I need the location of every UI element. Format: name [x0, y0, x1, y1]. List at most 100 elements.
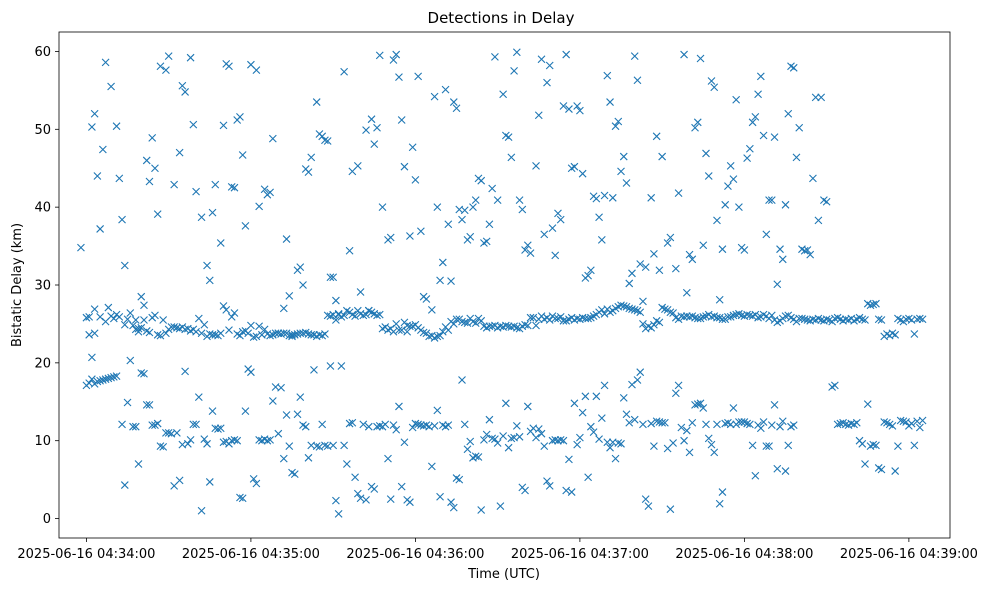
data-point	[340, 441, 349, 450]
data-point	[674, 189, 683, 198]
data-point	[586, 266, 595, 275]
data-point	[449, 98, 458, 106]
data-point	[373, 422, 381, 431]
data-point	[225, 62, 233, 71]
data-point	[650, 249, 658, 258]
data-point	[304, 168, 313, 177]
data-point	[545, 61, 554, 70]
data-point	[474, 453, 483, 461]
data-point	[378, 203, 387, 212]
data-point	[907, 419, 916, 428]
data-point	[395, 73, 403, 82]
data-point	[120, 261, 129, 270]
data-point	[211, 330, 220, 339]
data-point	[548, 436, 557, 445]
data-point	[614, 117, 623, 126]
data-point	[581, 392, 590, 401]
data-point	[748, 118, 757, 127]
data-point	[460, 318, 469, 327]
data-point	[353, 489, 362, 498]
data-point	[704, 434, 713, 443]
data-point	[504, 322, 513, 331]
data-point	[370, 485, 379, 493]
data-point	[874, 315, 883, 324]
data-point	[655, 318, 664, 327]
data-point	[573, 102, 582, 110]
data-point	[345, 246, 354, 255]
data-point	[186, 53, 195, 62]
data-point	[611, 122, 620, 131]
data-point	[120, 481, 129, 489]
data-point	[277, 383, 285, 392]
data-point	[148, 421, 157, 430]
data-point	[696, 54, 705, 63]
data-point	[915, 423, 924, 432]
data-point	[597, 235, 606, 244]
data-point	[718, 245, 727, 254]
data-point	[751, 112, 760, 121]
data-point	[767, 421, 776, 430]
data-point	[545, 481, 554, 490]
data-point	[159, 443, 168, 451]
data-point	[384, 454, 392, 463]
data-point	[521, 246, 529, 254]
y-tick-label: 40	[34, 201, 51, 216]
data-point	[803, 246, 812, 254]
data-point	[395, 326, 403, 335]
data-point	[765, 196, 773, 205]
data-point	[342, 460, 351, 468]
data-point	[715, 295, 724, 304]
data-point	[441, 85, 450, 94]
data-point	[230, 436, 239, 444]
data-point	[153, 210, 162, 219]
data-point	[260, 325, 269, 334]
data-point	[611, 454, 620, 463]
data-point	[756, 424, 765, 433]
data-point	[523, 241, 532, 250]
data-point	[877, 316, 886, 324]
data-point	[452, 104, 461, 113]
data-point	[422, 295, 431, 303]
data-point	[565, 455, 573, 464]
data-point	[713, 216, 721, 225]
data-point	[617, 439, 625, 448]
data-point	[650, 320, 658, 329]
data-point	[743, 154, 752, 162]
data-point	[107, 82, 115, 91]
data-point	[90, 305, 99, 314]
data-point	[696, 399, 705, 408]
data-point	[551, 436, 560, 444]
data-point	[482, 430, 491, 439]
data-point	[230, 183, 239, 192]
data-point	[249, 474, 258, 483]
y-tick-label: 10	[34, 434, 51, 449]
data-point	[630, 415, 639, 424]
data-point	[680, 50, 688, 59]
data-point	[589, 428, 598, 437]
data-point	[282, 411, 291, 419]
data-point	[726, 420, 735, 429]
data-point	[96, 225, 105, 233]
data-point	[532, 321, 540, 330]
data-point	[463, 319, 472, 328]
data-point	[101, 375, 110, 384]
data-point	[556, 436, 565, 444]
data-point	[211, 424, 220, 433]
data-point	[178, 81, 187, 90]
data-point	[162, 329, 170, 338]
data-point	[710, 83, 719, 92]
data-point	[625, 418, 634, 427]
data-point	[326, 273, 335, 282]
data-point	[471, 319, 480, 328]
data-point	[573, 440, 582, 449]
data-point	[148, 133, 157, 142]
data-point	[570, 162, 579, 171]
data-point	[630, 52, 639, 61]
data-point	[617, 301, 625, 310]
data-point	[872, 441, 880, 450]
data-point	[216, 239, 225, 247]
data-point	[225, 326, 233, 335]
data-point	[392, 320, 401, 328]
data-point	[318, 132, 327, 141]
